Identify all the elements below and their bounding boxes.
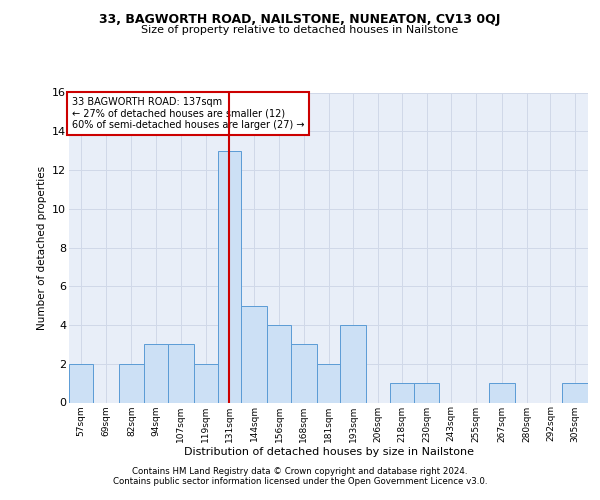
Text: Contains public sector information licensed under the Open Government Licence v3: Contains public sector information licen… (113, 477, 487, 486)
Bar (69, 364, 93, 403)
Bar (390, 383, 413, 402)
Bar (194, 364, 218, 403)
Bar (119, 364, 144, 403)
Bar (241, 306, 267, 402)
Text: 33, BAGWORTH ROAD, NAILSTONE, NUNEATON, CV13 0QJ: 33, BAGWORTH ROAD, NAILSTONE, NUNEATON, … (100, 12, 500, 26)
Bar (144, 344, 168, 403)
Bar (291, 344, 317, 403)
Text: 33 BAGWORTH ROAD: 137sqm
← 27% of detached houses are smaller (12)
60% of semi-d: 33 BAGWORTH ROAD: 137sqm ← 27% of detach… (71, 97, 304, 130)
Bar (413, 383, 439, 402)
Bar (267, 325, 291, 402)
Bar (218, 150, 241, 402)
Bar (340, 325, 366, 402)
Y-axis label: Number of detached properties: Number of detached properties (37, 166, 47, 330)
Text: Size of property relative to detached houses in Nailstone: Size of property relative to detached ho… (142, 25, 458, 35)
Bar (317, 364, 340, 403)
X-axis label: Distribution of detached houses by size in Nailstone: Distribution of detached houses by size … (184, 447, 473, 457)
Bar (562, 383, 588, 402)
Bar (489, 383, 515, 402)
Text: Contains HM Land Registry data © Crown copyright and database right 2024.: Contains HM Land Registry data © Crown c… (132, 467, 468, 476)
Bar (168, 344, 194, 403)
